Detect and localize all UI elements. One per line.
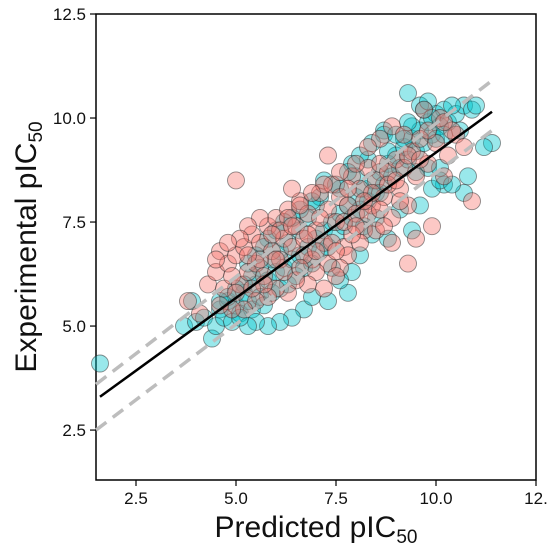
- scatter-point: [263, 225, 281, 244]
- scatter-point: [411, 150, 429, 169]
- x-tick-label: 10.0: [419, 489, 452, 508]
- scatter-point: [271, 312, 289, 331]
- x-axis-title: Predicted pIC50: [215, 511, 418, 548]
- scatter-point: [307, 242, 325, 261]
- scatter-point: [319, 146, 337, 165]
- scatter-point: [231, 229, 249, 248]
- scatter-point: [259, 317, 277, 336]
- scatter-point: [467, 96, 485, 115]
- y-tick-label: 2.5: [62, 421, 86, 440]
- scatter-point: [271, 221, 289, 240]
- scatter-point: [367, 221, 385, 240]
- scatter-point: [207, 250, 225, 269]
- scatter-point: [291, 196, 309, 215]
- scatter-point: [399, 146, 417, 165]
- scatter-point: [339, 179, 357, 198]
- scatter-point: [403, 221, 421, 240]
- y-tick-label: 5.0: [62, 317, 86, 336]
- scatter-point: [283, 308, 301, 327]
- reference-lines: [94, 79, 494, 432]
- scatter-point: [395, 125, 413, 144]
- scatter-point: [179, 292, 197, 311]
- regression-line: [99, 110, 493, 398]
- scatter-point: [359, 138, 377, 157]
- scatter-point: [211, 296, 229, 315]
- scatter-point: [227, 171, 245, 190]
- scatter-point: [463, 192, 481, 211]
- scatter-point: [399, 84, 417, 103]
- scatter-point: [415, 100, 433, 119]
- axis-ticks: 2.5 5.0 7.5 10.0 12. 2.5 5.0 7.5 10.0 12.5: [53, 5, 548, 508]
- points-layer: [91, 84, 501, 373]
- x-tick-label: 12.: [524, 489, 548, 508]
- scatter-point: [399, 254, 417, 273]
- x-tick-label: 7.5: [324, 489, 348, 508]
- y-tick-label: 7.5: [62, 213, 86, 232]
- scatter-point: [419, 92, 437, 111]
- scatter-point: [283, 179, 301, 198]
- scatter-point: [407, 229, 425, 248]
- x-tick-label: 2.5: [124, 489, 148, 508]
- scatter-point: [299, 225, 317, 244]
- scatter-point: [327, 267, 345, 286]
- y-tick-label: 12.5: [53, 5, 86, 24]
- scatter-point: [331, 258, 349, 277]
- scatter-point: [347, 154, 365, 173]
- scatter-point: [375, 121, 393, 140]
- scatter-point: [375, 217, 393, 236]
- scatter-point: [283, 217, 301, 236]
- scatter-point: [475, 138, 493, 157]
- scatter-point: [423, 217, 441, 236]
- scatter-point: [91, 354, 109, 373]
- scatter-point: [399, 196, 417, 215]
- scatter-point: [303, 183, 321, 202]
- y-tick-label: 10.0: [53, 109, 86, 128]
- scatter-point: [483, 134, 501, 152]
- scatter-point: [239, 246, 257, 265]
- scatter-point: [219, 233, 237, 252]
- scatter-point: [459, 167, 477, 186]
- scatter-point: [331, 163, 349, 182]
- scatter-point: [379, 175, 397, 194]
- scatter-point: [383, 233, 401, 252]
- scatter-point: [315, 279, 333, 298]
- y-axis-title: Experimental pIC50: [10, 121, 47, 372]
- scatter-point: [355, 192, 373, 211]
- x-tick-label: 5.0: [224, 489, 248, 508]
